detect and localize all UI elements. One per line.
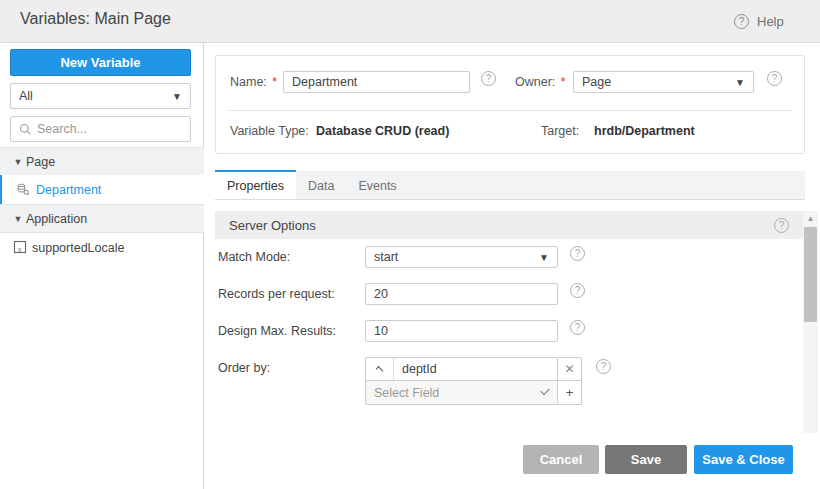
svg-text:x: x <box>18 245 22 252</box>
